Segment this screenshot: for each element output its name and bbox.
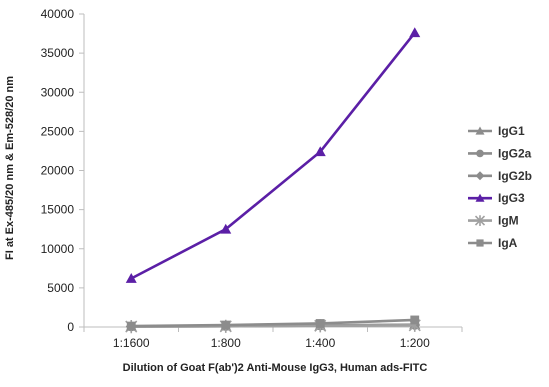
y-tick-label: 5000 <box>47 281 74 295</box>
y-tick-label: 20000 <box>41 164 75 178</box>
data-point <box>410 315 420 325</box>
data-point <box>409 27 421 38</box>
legend-item-igg1: IgG1 <box>468 124 525 138</box>
y-tick-label: 0 <box>67 320 74 334</box>
legend-marker <box>474 215 486 226</box>
series-layer <box>125 27 421 334</box>
legend-label: IgG2b <box>498 169 532 183</box>
legend-label: IgG3 <box>498 191 525 205</box>
series-line <box>131 318 415 328</box>
x-axis-ticks: 1:1600 1:800 1:400 1:200 <box>83 327 463 350</box>
legend-item-igg2b: IgG2b <box>468 169 532 183</box>
legend-item-igg2a: IgG2a <box>468 146 532 160</box>
y-tick-label: 30000 <box>41 85 75 99</box>
legend-marker <box>476 239 484 247</box>
x-tick-label: 1:400 <box>305 336 335 350</box>
data-point <box>221 320 231 330</box>
legend-label: IgA <box>498 236 518 250</box>
data-point <box>220 223 232 234</box>
data-point <box>125 272 137 283</box>
legend-label: IgG1 <box>498 124 525 138</box>
legend-label: IgG2a <box>498 146 532 160</box>
data-point <box>315 319 325 328</box>
series-iga <box>126 315 420 331</box>
data-point <box>126 321 136 331</box>
y-tick-label: 25000 <box>41 124 75 138</box>
y-axis-ticks: 0 5000 10000 15000 20000 25000 30000 35000 40000 <box>41 7 84 334</box>
y-tick-label: 40000 <box>41 7 75 21</box>
legend-marker <box>475 126 485 135</box>
legend-marker <box>475 193 485 202</box>
legend-marker <box>475 171 485 181</box>
x-tick-label: 1:800 <box>211 336 241 350</box>
y-tick-label: 35000 <box>41 46 75 60</box>
legend-label: IgM <box>498 214 519 228</box>
legend: IgG1 IgG2a IgG2b IgG3 IgM IgA <box>468 124 532 250</box>
legend-marker <box>476 149 484 158</box>
series-line <box>130 31 416 280</box>
data-point <box>314 146 326 157</box>
y-tick-label: 15000 <box>41 203 75 217</box>
x-tick-label: 1:200 <box>400 336 430 350</box>
legend-item-iga: IgA <box>468 236 518 250</box>
x-axis-title: Dilution of Goat F(ab')2 Anti-Mouse IgG3… <box>123 362 428 374</box>
y-axis-title: FI at Ex-485/20 nm & Em-528/20 nm <box>4 76 16 260</box>
y-tick-label: 10000 <box>41 242 75 256</box>
legend-item-igm: IgM <box>468 214 519 228</box>
legend-item-igg3: IgG3 <box>468 191 525 205</box>
series-igg3 <box>125 27 421 283</box>
x-tick-label: 1:1600 <box>113 336 150 350</box>
